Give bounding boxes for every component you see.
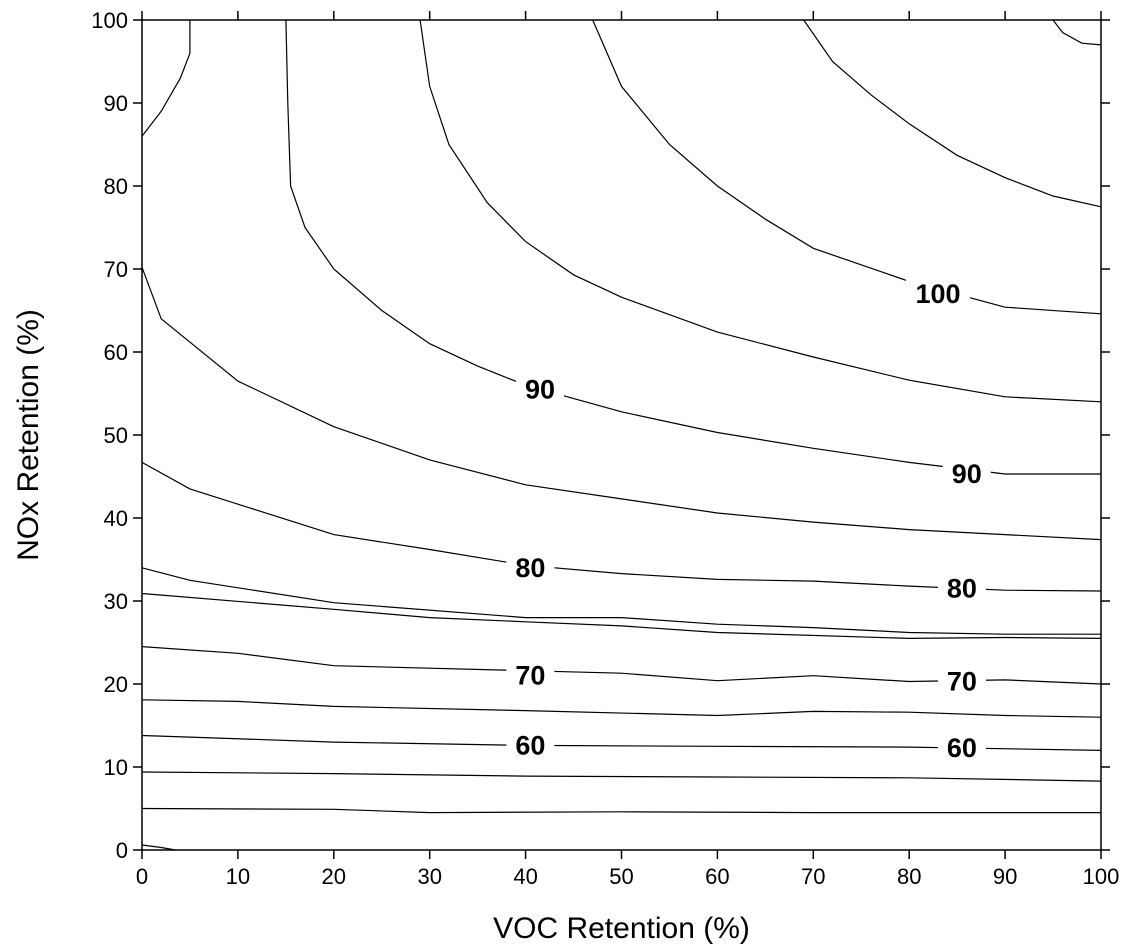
contour-line-6 (141, 592, 1102, 640)
y-tick-label: 100 (91, 8, 128, 33)
contour-labels-layer: 100 90 90 80 80 70 70 60 60 (506, 278, 991, 763)
x-tick-label: 60 (705, 864, 729, 889)
contour-label-100: 100 (915, 279, 960, 309)
contour-line-2 (141, 771, 1102, 782)
x-tick-label: 0 (136, 864, 148, 889)
contour-label-bg-6 (937, 666, 986, 697)
x-tick-label: 10 (226, 864, 250, 889)
y-tick-label: 90 (104, 91, 128, 116)
y-tick-label: 0 (116, 838, 128, 863)
contour-label-bg-0 (905, 278, 970, 309)
contour-label-bg-4 (937, 573, 986, 604)
contour-label-60: 60 (947, 733, 977, 763)
x-tick-label: 100 (1083, 864, 1120, 889)
contour-label-60: 60 (515, 730, 545, 760)
x-tick-label: 80 (897, 864, 921, 889)
ticks-layer: 0 10 20 30 40 50 60 70 80 90 100 0 10 20 30 40 50 60 70 80 9… (91, 8, 1119, 889)
contour-label-80: 80 (515, 553, 545, 583)
y-tick-label: 50 (104, 423, 128, 448)
y-tick-label: 80 (104, 174, 128, 199)
contour-label-90: 90 (952, 459, 982, 489)
x-tick-label: 40 (513, 864, 537, 889)
x-axis-title: VOC Retention (%) (493, 912, 750, 945)
y-tick-label: 30 (104, 589, 128, 614)
contour-line-9 (141, 267, 1102, 541)
contour-label-bg-8 (937, 732, 986, 763)
contour-label-90: 90 (525, 374, 555, 404)
contours-layer (141, 19, 1102, 851)
contour-label-bg-7 (506, 730, 555, 761)
contour-label-bg-1 (515, 374, 564, 405)
y-tick-label: 60 (104, 340, 128, 365)
contour-line-0 (141, 844, 176, 851)
x-tick-label: 20 (322, 864, 346, 889)
contour-label-70: 70 (515, 661, 545, 691)
x-tick-label: 70 (801, 864, 825, 889)
plot-frame (141, 19, 1102, 851)
contour-line-7 (141, 567, 1101, 635)
contour-label-bg-2 (942, 459, 991, 490)
contour-line-15 (141, 20, 191, 137)
contour-line-1 (141, 807, 1101, 814)
contour-label-bg-3 (506, 552, 555, 583)
y-tick-label: 40 (104, 506, 128, 531)
y-tick-label: 10 (104, 755, 128, 780)
x-tick-label: 30 (417, 864, 441, 889)
contour-line-13 (803, 19, 1102, 208)
contour-line-11 (419, 19, 1102, 403)
contour-line-12 (592, 19, 1102, 315)
contour-label-bg-5 (506, 660, 555, 691)
y-axis-title: NOx Retention (%) (12, 309, 45, 561)
contour-line-10 (285, 19, 1101, 475)
contour-label-70: 70 (947, 667, 977, 697)
y-tick-label: 20 (104, 672, 128, 697)
y-tick-label: 70 (104, 257, 128, 282)
contour-line-14 (1052, 19, 1102, 46)
x-tick-label: 90 (993, 864, 1017, 889)
x-tick-label: 50 (609, 864, 633, 889)
contour-line-4 (141, 699, 1102, 718)
contour-label-80: 80 (947, 574, 977, 604)
